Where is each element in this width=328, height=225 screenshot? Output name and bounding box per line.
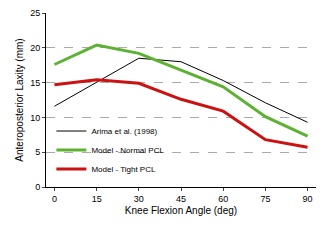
svg-text:20: 20 [30,43,40,53]
svg-text:75: 75 [260,194,270,204]
svg-text:Arima et al. (1998): Arima et al. (1998) [91,127,157,136]
svg-text:0: 0 [35,182,40,192]
svg-text:90: 90 [303,194,313,204]
svg-text:30: 30 [134,194,144,204]
svg-text:15: 15 [30,78,40,88]
svg-text:0: 0 [52,194,57,204]
svg-text:60: 60 [218,194,228,204]
svg-text:Model - Normal PCL: Model - Normal PCL [91,146,164,155]
svg-text:10: 10 [30,113,40,123]
svg-text:45: 45 [176,194,186,204]
svg-text:Model - Tight PCL: Model - Tight PCL [91,165,156,174]
svg-text:15: 15 [92,194,102,204]
svg-text:25: 25 [30,8,40,18]
svg-text:5: 5 [35,147,40,157]
svg-text:Anteroposterior Laxity (mm): Anteroposterior Laxity (mm) [14,38,25,161]
svg-text:Knee Flexion Angle (deg): Knee Flexion Angle (deg) [125,205,237,216]
